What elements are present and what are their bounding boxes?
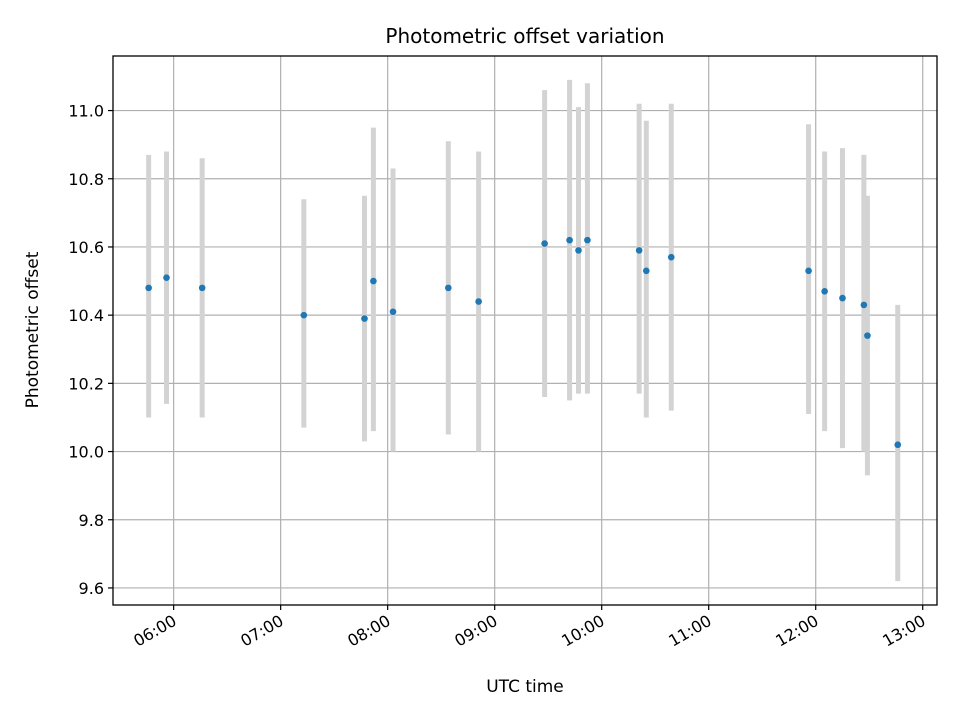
data-point	[198, 284, 206, 292]
chart-title: Photometric offset variation	[385, 24, 664, 48]
data-point	[860, 301, 868, 309]
data-point	[894, 441, 902, 449]
x-tick-label: 09:00	[451, 611, 500, 651]
data-point	[566, 236, 573, 244]
data-point	[642, 267, 650, 275]
plot-frame	[112, 55, 938, 606]
data-point	[445, 284, 452, 292]
data-point	[575, 247, 582, 254]
y-tick-label: 11.0	[68, 102, 104, 121]
x-tick-label: 13:00	[879, 611, 928, 651]
data-point	[370, 277, 377, 285]
data-point	[635, 247, 643, 254]
x-tick-label: 06:00	[130, 611, 179, 651]
y-tick-label: 10.0	[68, 443, 104, 462]
y-tick-label: 10.8	[68, 170, 104, 189]
data-point	[667, 253, 675, 261]
data-point	[821, 287, 828, 295]
y-axis-label: Photometric offset	[23, 251, 43, 408]
x-tick-label: 08:00	[344, 611, 393, 651]
data-point	[300, 311, 308, 319]
data-point	[475, 298, 482, 305]
data-point	[361, 315, 368, 322]
y-tick-label: 10.2	[68, 374, 104, 393]
y-tick-label: 10.6	[68, 238, 104, 257]
grid	[113, 56, 937, 605]
data-point	[805, 267, 812, 275]
data-point	[541, 240, 548, 247]
data-point	[145, 284, 152, 292]
x-tick-label: 07:00	[237, 611, 286, 651]
x-tick-label: 12:00	[772, 611, 821, 651]
x-tick-label: 11:00	[665, 611, 714, 651]
y-tick-label: 9.8	[79, 511, 104, 530]
y-tick-label: 10.4	[68, 306, 104, 325]
error-bars	[146, 79, 901, 582]
data-point	[584, 236, 591, 244]
data-point	[839, 294, 846, 302]
data-points	[145, 236, 902, 449]
data-point	[163, 274, 170, 281]
x-tick-label: 10:00	[558, 611, 607, 651]
x-axis: 06:00 07:00 08:00 09:00 10:00 11:00 12:00 13:00	[130, 605, 929, 651]
y-axis: 9.6 9.8 10.0 10.2 10.4 10.6 10.8 11.0	[68, 102, 113, 598]
data-point	[864, 332, 871, 339]
y-tick-label: 9.6	[79, 579, 104, 598]
x-axis-label: UTC time	[486, 677, 564, 697]
data-point	[389, 308, 397, 316]
